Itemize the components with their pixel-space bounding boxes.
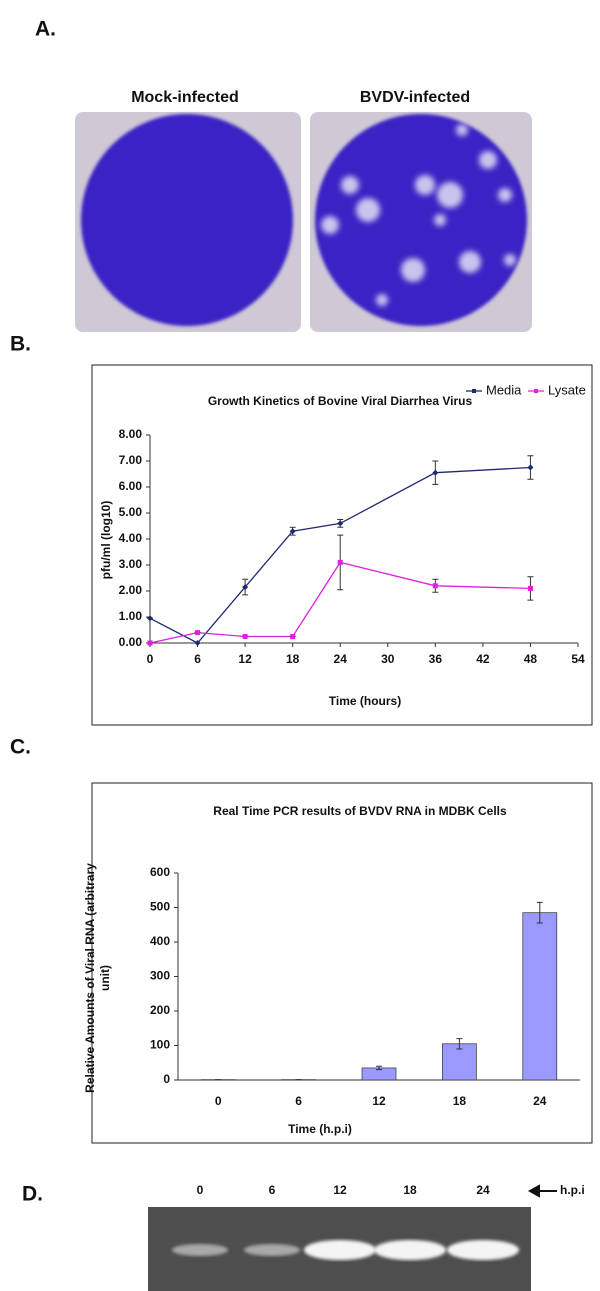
y-tick-label: 300 xyxy=(150,969,170,983)
data-point xyxy=(195,630,201,636)
y-tick-label: 100 xyxy=(150,1038,170,1052)
plaques xyxy=(321,124,516,306)
y-tick-label: 6.00 xyxy=(119,479,143,493)
data-point xyxy=(527,464,534,471)
chart-frame xyxy=(91,782,593,1144)
x-tick-label: 48 xyxy=(524,652,538,666)
x-tick-label: 24 xyxy=(533,1094,547,1108)
y-axis-label: pfu/ml (log10) xyxy=(99,501,113,580)
x-tick-label: 24 xyxy=(334,652,348,666)
error-bar xyxy=(536,901,543,924)
y-tick-label: 4.00 xyxy=(119,531,143,545)
x-tick-label: 6 xyxy=(194,652,201,666)
x-tick-label: 0 xyxy=(215,1094,222,1108)
legend-marker xyxy=(472,389,476,393)
y-tick-label: 7.00 xyxy=(119,453,143,467)
y-axis-label: Relative Amounts of Viral RNA (arbitrary… xyxy=(83,863,112,1093)
gel-band xyxy=(244,1244,300,1256)
image-caption: Mock-infected xyxy=(131,89,239,106)
chart-title: Growth Kinetics of Bovine Viral Diarrhea… xyxy=(208,394,473,408)
gel-band xyxy=(172,1244,228,1256)
x-tick-label: 36 xyxy=(429,652,443,666)
y-tick-label: 5.00 xyxy=(119,505,143,519)
panel-label: B. xyxy=(10,333,31,356)
data-point xyxy=(337,520,344,527)
data-point xyxy=(432,583,438,589)
x-tick-label: 12 xyxy=(372,1094,386,1108)
y-tick-label: 200 xyxy=(150,1003,170,1017)
plate-monolayer xyxy=(81,114,293,326)
chart-frame xyxy=(91,364,593,726)
lane-label: 0 xyxy=(197,1183,204,1197)
chart-title: Real Time PCR results of BVDV RNA in MDB… xyxy=(213,804,507,818)
y-tick-label: 2.00 xyxy=(119,583,143,597)
y-tick-label: 0.00 xyxy=(119,635,143,649)
lane-label: 24 xyxy=(476,1183,490,1197)
y-tick-label: 500 xyxy=(150,900,170,914)
y-tick-label: 1.00 xyxy=(119,609,143,623)
gel-band xyxy=(374,1240,446,1260)
y-tick-label: 8.00 xyxy=(119,427,143,441)
x-tick-label: 12 xyxy=(238,652,252,666)
plate-monolayer xyxy=(315,114,527,326)
data-point xyxy=(337,559,343,565)
y-tick-label: 400 xyxy=(150,934,170,948)
data-point xyxy=(432,469,439,476)
arrow xyxy=(527,1184,557,1198)
x-tick-label: 18 xyxy=(286,652,300,666)
data-point xyxy=(527,585,533,591)
data-point xyxy=(242,634,248,639)
legend-label: Lysate xyxy=(548,382,586,397)
data-point xyxy=(147,615,153,622)
lane-label: 12 xyxy=(333,1183,347,1197)
lane-label: 18 xyxy=(403,1183,417,1197)
legend-label: Media xyxy=(486,382,522,397)
panel-label: C. xyxy=(10,736,31,759)
x-tick-label: 6 xyxy=(295,1094,302,1108)
data-point xyxy=(290,634,296,639)
x-tick-label: 30 xyxy=(381,652,395,666)
bar xyxy=(522,912,558,1081)
y-tick-label: 600 xyxy=(150,865,170,879)
panel-label: D. xyxy=(22,1183,43,1206)
image-caption: BVDV-infected xyxy=(360,89,470,106)
data-point xyxy=(242,584,249,591)
y-tick-label: 0 xyxy=(163,1072,170,1086)
x-axis-label: Time (h.p.i) xyxy=(288,1122,352,1136)
data-point xyxy=(147,640,153,646)
gel-band xyxy=(304,1240,376,1260)
x-tick-label: 54 xyxy=(571,652,585,666)
lane-label: 6 xyxy=(269,1183,276,1197)
x-tick-label: 42 xyxy=(476,652,490,666)
x-tick-label: 0 xyxy=(147,652,154,666)
panel-label: A. xyxy=(35,18,56,41)
legend-marker xyxy=(534,389,538,393)
error-bar xyxy=(376,1065,382,1071)
gel-band xyxy=(447,1240,519,1260)
x-axis-label: Time (hours) xyxy=(329,694,401,708)
arrow-label: h.p.i xyxy=(560,1183,585,1197)
data-point xyxy=(289,528,296,535)
bar xyxy=(442,1043,477,1081)
error-bar xyxy=(456,1038,463,1050)
x-tick-label: 18 xyxy=(453,1094,467,1108)
data-point xyxy=(194,640,201,646)
y-tick-label: 3.00 xyxy=(119,557,143,571)
